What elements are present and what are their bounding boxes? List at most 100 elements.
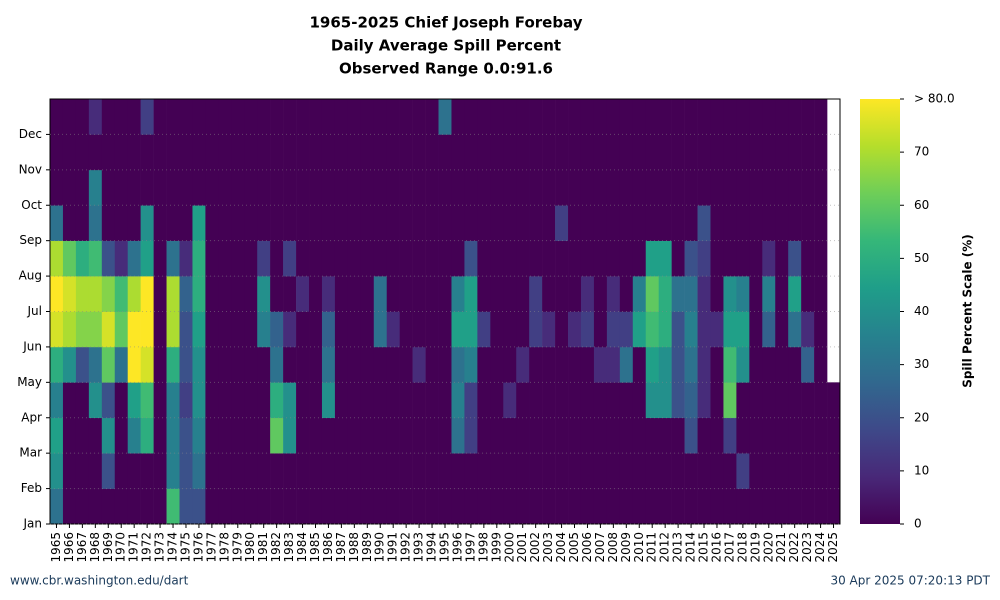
heat-cell (399, 240, 413, 277)
heat-cell (516, 134, 530, 171)
heat-cell (88, 240, 103, 277)
heat-cell (477, 346, 491, 383)
heat-cell (464, 169, 478, 206)
x-tick-label: 1998 (476, 532, 490, 563)
heat-cell (710, 311, 724, 348)
colorbar-tick-label: 60 (914, 198, 929, 212)
heat-cell (257, 417, 271, 454)
heat-cell (153, 240, 167, 277)
heat-cell (347, 99, 362, 135)
heat-cell (334, 240, 349, 277)
heat-cell (516, 99, 530, 135)
heat-cell (296, 276, 310, 312)
heat-cell (62, 276, 77, 312)
heat-cell (386, 346, 400, 383)
heat-cell (62, 453, 77, 489)
heat-cell (580, 382, 595, 419)
heat-cell (192, 382, 206, 419)
heat-cell (451, 346, 465, 383)
heat-cell (632, 99, 647, 135)
heat-cell (723, 169, 737, 206)
heat-cell (555, 311, 569, 348)
x-tick-label: 2001 (515, 532, 529, 563)
heat-cell (205, 276, 219, 312)
heat-cell (619, 134, 634, 171)
heat-cell (373, 382, 388, 419)
heat-cell (218, 240, 232, 277)
heat-cell (153, 488, 167, 525)
heat-cell (671, 240, 685, 277)
heat-cell (114, 240, 129, 277)
heat-cell (88, 346, 103, 383)
heat-cell (399, 134, 413, 171)
heat-cell (114, 311, 129, 348)
heat-cell (373, 276, 388, 312)
heat-cell (632, 276, 647, 312)
heat-cell (827, 417, 841, 454)
heat-cell (309, 453, 323, 489)
heat-cell (205, 453, 219, 489)
heat-cell (632, 311, 647, 348)
x-tick-label: 1982 (269, 532, 283, 563)
heat-cell (697, 169, 711, 206)
heat-cell (75, 205, 90, 241)
x-tick-label: 1981 (256, 532, 270, 563)
x-tick-label: 1990 (373, 532, 387, 563)
x-tick-label: 1994 (425, 532, 439, 563)
heat-cell (606, 488, 621, 525)
heat-cell (438, 417, 452, 454)
heat-cell (723, 205, 737, 241)
heat-cell (347, 134, 362, 171)
heat-cell (153, 382, 167, 419)
heat-cell (114, 134, 129, 171)
heat-cell (62, 240, 77, 277)
heat-cell (788, 240, 802, 277)
heat-cell (671, 311, 685, 348)
heat-cell (75, 276, 90, 312)
heat-cell (490, 488, 504, 525)
heat-cell (62, 488, 77, 525)
heat-cell (218, 276, 232, 312)
heat-cell (283, 134, 297, 171)
heat-cell (788, 205, 802, 241)
heat-cell (270, 417, 284, 454)
heat-cell (529, 382, 543, 419)
heat-cell (192, 205, 206, 241)
heat-cell (244, 240, 258, 277)
heat-cell (593, 134, 608, 171)
heat-cell (645, 169, 659, 206)
x-tick-label: 2021 (774, 532, 788, 563)
y-tick-label: Sep (19, 233, 42, 247)
heat-cell (257, 346, 271, 383)
heat-cell (205, 205, 219, 241)
x-tick-label: 1993 (412, 532, 426, 563)
heat-cell (140, 453, 154, 489)
heat-cell (606, 169, 621, 206)
heat-cell (671, 276, 685, 312)
heat-cell (412, 453, 426, 489)
heat-cell (50, 205, 64, 241)
heat-cell (736, 488, 750, 525)
heat-cell (140, 346, 154, 383)
heat-cell (296, 453, 310, 489)
heat-cell (270, 488, 284, 525)
heat-cell (632, 346, 647, 383)
heat-cell (360, 276, 375, 312)
heat-cell (101, 240, 116, 277)
heat-cell (425, 311, 439, 348)
heat-cell (218, 134, 232, 171)
x-tick-label: 1971 (127, 532, 141, 563)
heat-cell (606, 453, 621, 489)
heat-cell (412, 276, 426, 312)
heat-cell (231, 276, 245, 312)
heat-cell (762, 240, 776, 277)
heat-cell (101, 134, 116, 171)
heat-cell (296, 99, 310, 135)
heat-cell (490, 311, 504, 348)
heat-cell (373, 453, 388, 489)
heat-cell (516, 240, 530, 277)
heat-cell (788, 417, 802, 454)
heat-cell (503, 453, 517, 489)
x-tick-label: 1967 (75, 532, 89, 563)
heat-cell (775, 311, 789, 348)
